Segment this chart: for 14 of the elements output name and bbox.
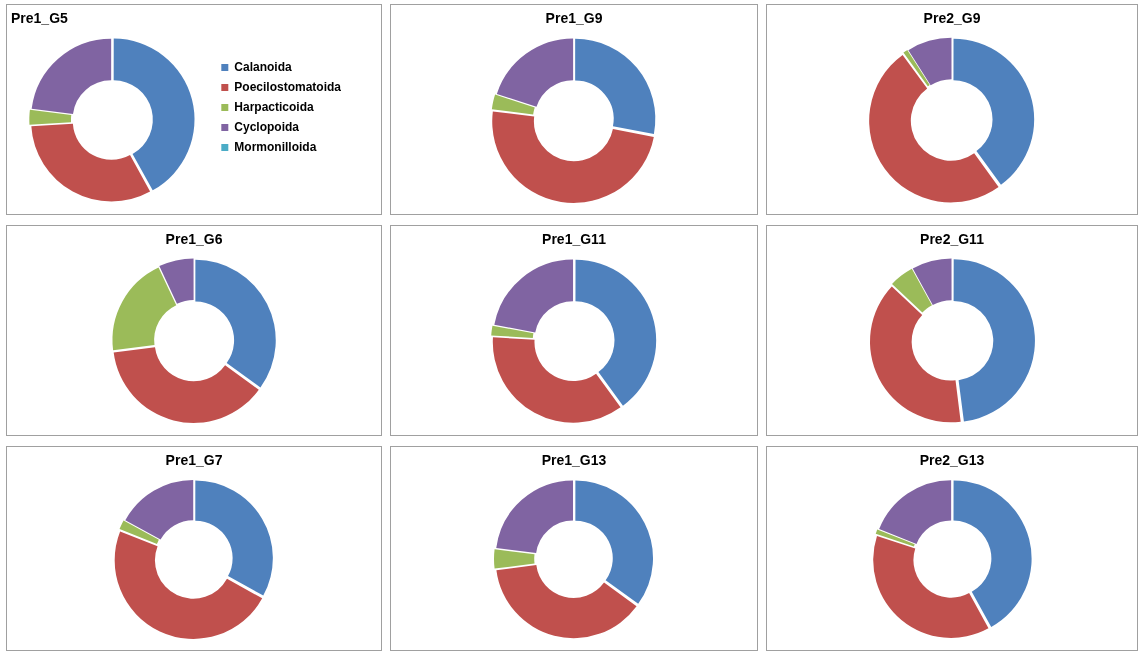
chart-title: Pre1_G7 [165,452,223,469]
legend-label: Calanoida [234,59,292,74]
legend-label: Poecilostomatoida [234,79,342,94]
chart-title: Pre1_G5 [11,10,69,27]
legend-label: Mormonilloida [234,139,317,154]
chart-title: Pre2_G11 [920,231,985,248]
chart-title: Pre1_G11 [542,231,607,248]
chart-title: Pre2_G13 [919,452,985,469]
legend-label: Harpacticoida [234,99,314,114]
chart-title: Pre1_G6 [165,231,223,248]
chart-title: Pre2_G9 [923,10,981,27]
chart-title: Pre1_G9 [545,10,603,27]
legend-label: Cyclopoida [234,119,300,134]
chart-title: Pre1_G13 [541,452,607,469]
